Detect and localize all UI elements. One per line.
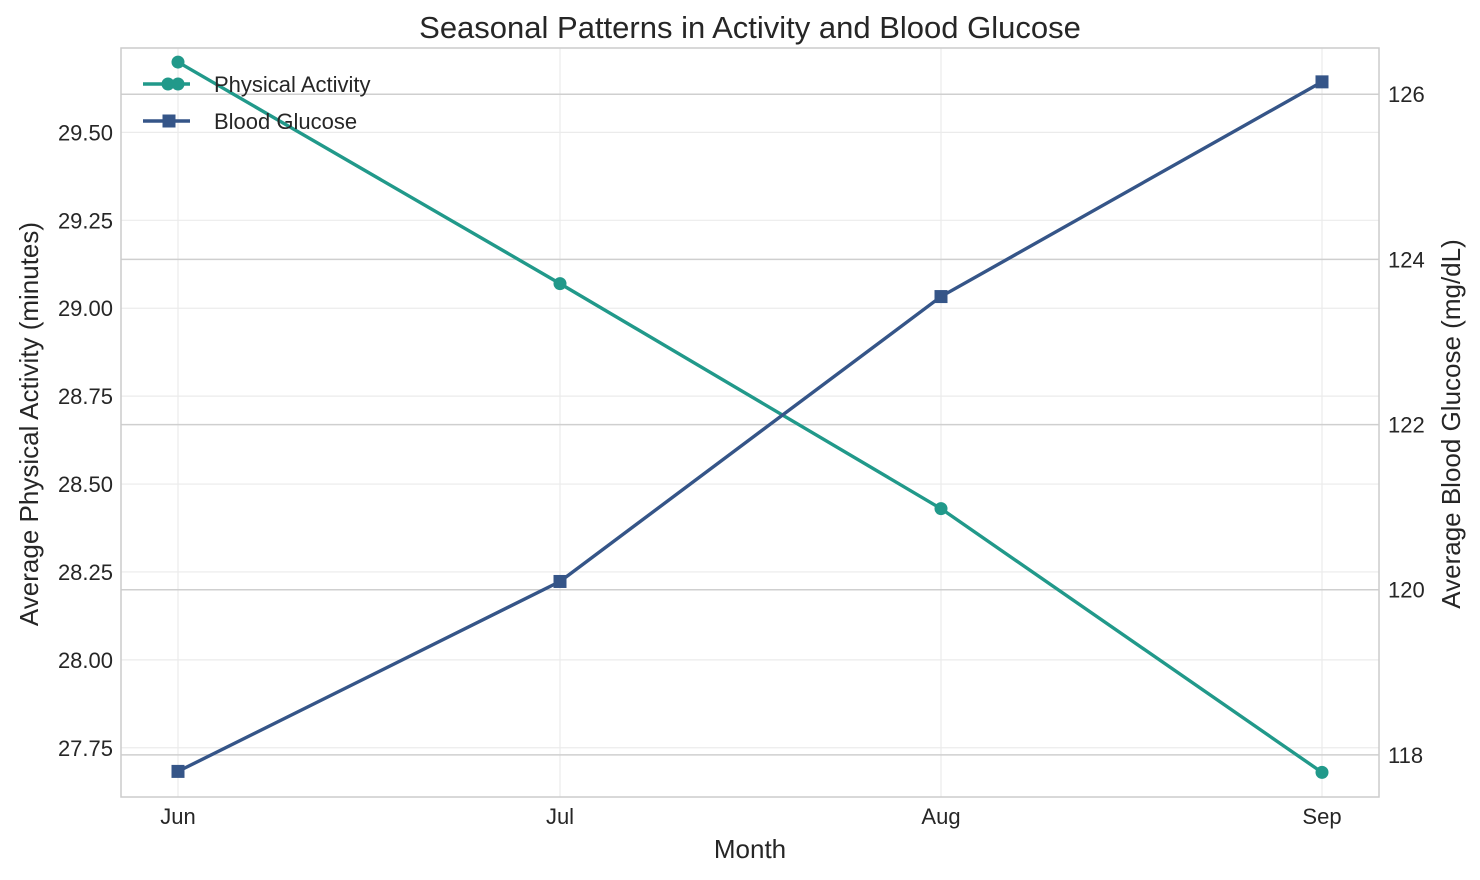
grid-layer xyxy=(121,48,1379,797)
y-right-tick-label: 126 xyxy=(1388,82,1425,107)
y-right-axis-label: Average Blood Glucose (mg/dL) xyxy=(1436,239,1466,609)
y-left-tick-label: 27.75 xyxy=(58,736,113,761)
x-tick-label: Sep xyxy=(1302,804,1341,829)
blood-glucose-point xyxy=(934,290,948,304)
series-layer xyxy=(171,55,1329,779)
x-tick-label: Aug xyxy=(921,804,960,829)
y-left-tick-label: 28.25 xyxy=(58,560,113,585)
legend-physical-activity-label: Physical Activity xyxy=(214,72,371,97)
y-left-tick-label: 29.00 xyxy=(58,296,113,321)
legend-blood-glucose-label: Blood Glucose xyxy=(214,109,357,134)
physical-activity-point xyxy=(553,277,567,291)
tick-layer: Jun Jul Aug Sep 27.75 28.00 28.25 28.50 28.75 29.… xyxy=(58,82,1425,829)
physical-activity-point xyxy=(934,502,948,516)
y-right-tick-label: 122 xyxy=(1388,413,1425,438)
y-right-tick-label: 118 xyxy=(1388,743,1423,768)
legend-blood-glucose-marker xyxy=(162,114,176,128)
x-tick-label: Jul xyxy=(546,804,574,829)
blood-glucose-line xyxy=(176,80,1324,774)
y-left-tick-label: 29.25 xyxy=(58,208,113,233)
y-left-tick-label: 29.50 xyxy=(58,120,113,145)
legend-physical-activity-marker xyxy=(161,77,175,91)
y-left-axis-label: Average Physical Activity (minutes) xyxy=(14,222,44,626)
y-left-tick-label: 28.50 xyxy=(58,472,113,497)
chart-title: Seasonal Patterns in Activity and Blood … xyxy=(419,10,1081,45)
y-left-tick-label: 28.75 xyxy=(58,384,113,409)
y-left-tick-label: 28.00 xyxy=(58,648,113,673)
physical-activity-point xyxy=(1315,765,1329,779)
y-right-tick-label: 120 xyxy=(1388,578,1425,603)
blood-glucose-point xyxy=(171,764,185,778)
x-axis-label: Month xyxy=(714,834,786,864)
y-right-tick-label: 124 xyxy=(1388,247,1425,272)
blood-glucose-point xyxy=(1315,75,1329,89)
legend-physical-activity-marker xyxy=(171,77,185,91)
physical-activity-point xyxy=(171,55,185,69)
blood-glucose-point xyxy=(553,574,567,588)
legend: Physical Activity Blood Glucose xyxy=(143,72,371,134)
plot-frame xyxy=(120,47,1380,798)
x-tick-label: Jun xyxy=(160,804,195,829)
physical-activity-line xyxy=(176,60,1324,775)
